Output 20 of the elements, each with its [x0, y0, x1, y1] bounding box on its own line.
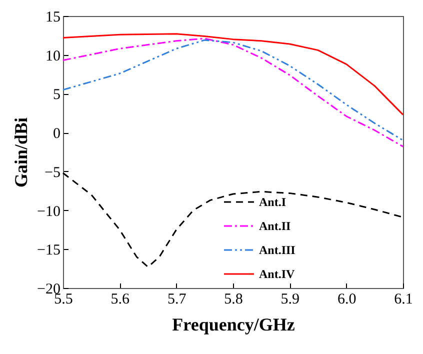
- y-tick-label: 0: [53, 126, 60, 142]
- y-axis-title: Gain/dBi: [11, 117, 32, 188]
- y-tick-label: −10: [37, 204, 60, 220]
- legend-label: Ant.I: [259, 195, 286, 209]
- legend-label: Ant.IV: [259, 267, 296, 281]
- x-tick-label: 5.7: [167, 292, 187, 308]
- y-tick-label: 5: [53, 87, 60, 104]
- y-tick-label: 15: [46, 10, 60, 26]
- x-tick-label: 6.0: [337, 292, 356, 308]
- y-tick-label: 10: [46, 48, 60, 64]
- x-tick-label: 6.1: [394, 292, 413, 308]
- legend-label: Ant.II: [259, 219, 292, 233]
- y-tick-label: −5: [44, 164, 60, 181]
- line-series: [62, 33, 404, 116]
- y-tick-label: −15: [37, 242, 60, 259]
- legend-label: Ant.III: [259, 243, 296, 257]
- x-tick-label: 5.6: [110, 292, 130, 308]
- x-tick-label: 5.8: [224, 292, 243, 308]
- x-tick-label: 5.9: [280, 292, 300, 308]
- x-axis-title: Frequency/GHz: [172, 314, 295, 334]
